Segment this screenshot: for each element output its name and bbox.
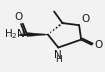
Text: O: O (15, 12, 23, 22)
Text: H: H (55, 55, 62, 64)
Text: H$_2$N: H$_2$N (4, 27, 26, 41)
Text: N: N (54, 50, 62, 60)
Text: O: O (81, 14, 89, 24)
Text: O: O (95, 40, 103, 50)
Polygon shape (27, 33, 48, 37)
